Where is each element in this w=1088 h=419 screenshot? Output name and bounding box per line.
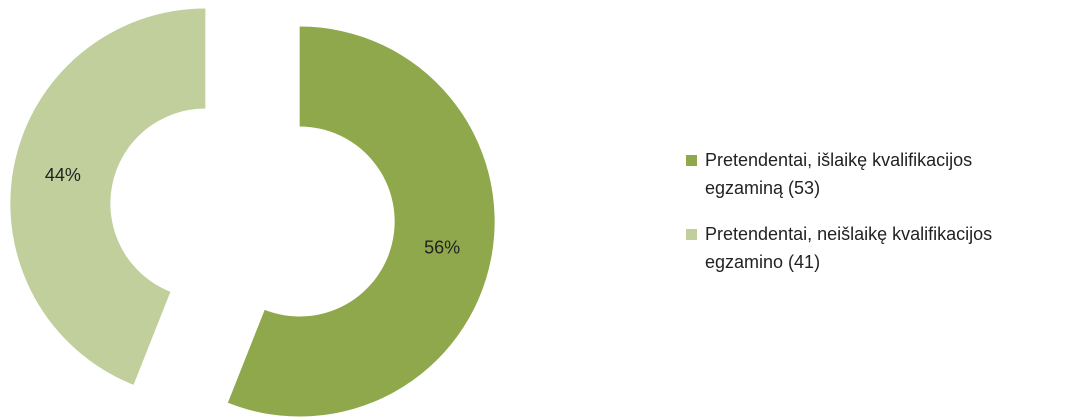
data-label: 56% [424, 237, 460, 257]
legend-item: Pretendentai, išlaikę kvalifikacijos egz… [686, 146, 1016, 202]
slice [10, 8, 206, 385]
legend-item: Pretendentai, neišlaikę kvalifikacijos e… [686, 220, 1016, 276]
legend-label: Pretendentai, išlaikę kvalifikacijos egz… [705, 150, 973, 198]
legend: Pretendentai, išlaikę kvalifikacijos egz… [686, 146, 1016, 294]
data-label: 44% [45, 165, 81, 185]
legend-label: Pretendentai, neišlaikę kvalifikacijos e… [705, 224, 993, 272]
slice [227, 26, 495, 417]
legend-swatch [686, 155, 697, 166]
legend-swatch [686, 229, 697, 240]
